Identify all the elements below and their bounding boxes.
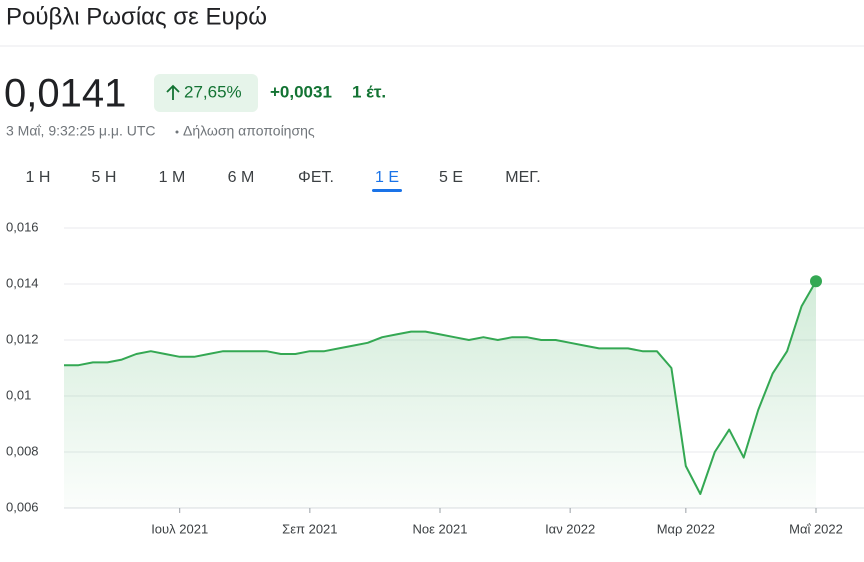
y-tick-label: 0,008: [6, 443, 39, 458]
change-badge: [154, 74, 258, 112]
last-point: [810, 275, 822, 288]
active-tab-underline: [372, 189, 402, 192]
y-tick-label: 0,014: [6, 275, 39, 290]
change-pct: 27,65%: [184, 82, 242, 101]
y-tick-label: 0,012: [6, 331, 39, 346]
up-arrow: [166, 84, 180, 100]
separator: [175, 130, 179, 134]
change-period: 1 έτ.: [352, 82, 386, 101]
x-tick-label: Νοε 2021: [413, 521, 468, 536]
range-tab[interactable]: 1 Ε: [375, 169, 399, 186]
range-tab[interactable]: 6 Μ: [228, 169, 255, 186]
range-tab[interactable]: ΦΕΤ.: [298, 169, 334, 186]
range-tab[interactable]: 5 Ε: [439, 169, 463, 186]
range-tab[interactable]: ΜΕΓ.: [505, 169, 541, 186]
range-tab[interactable]: 1 Η: [26, 169, 51, 186]
disclaimer-link[interactable]: Δήλωση αποποίησης: [183, 123, 315, 139]
y-tick-label: 0,01: [6, 387, 31, 402]
x-tick-label: Σεπ 2021: [282, 521, 337, 536]
x-tick-label: Μαΐ 2022: [789, 521, 843, 536]
area-fill: [64, 281, 816, 508]
price: 0,0141: [4, 72, 126, 116]
range-tab[interactable]: 1 Μ: [159, 169, 186, 186]
change-abs: +0,0031: [270, 82, 332, 101]
price-line: [64, 280, 817, 495]
y-tick-label: 0,016: [6, 219, 39, 234]
timestamp: 3 Μαΐ, 9:32:25 μ.μ. UTC: [6, 123, 156, 139]
title: Ρούβλι Ρωσίας σε Ευρώ: [6, 3, 267, 30]
y-tick-label: 0,006: [6, 499, 39, 514]
x-tick-label: Ιαν 2022: [545, 521, 595, 536]
x-tick-label: Μαρ 2022: [657, 521, 715, 536]
range-tab[interactable]: 5 Η: [92, 169, 117, 186]
x-tick-label: Ιουλ 2021: [151, 521, 208, 536]
